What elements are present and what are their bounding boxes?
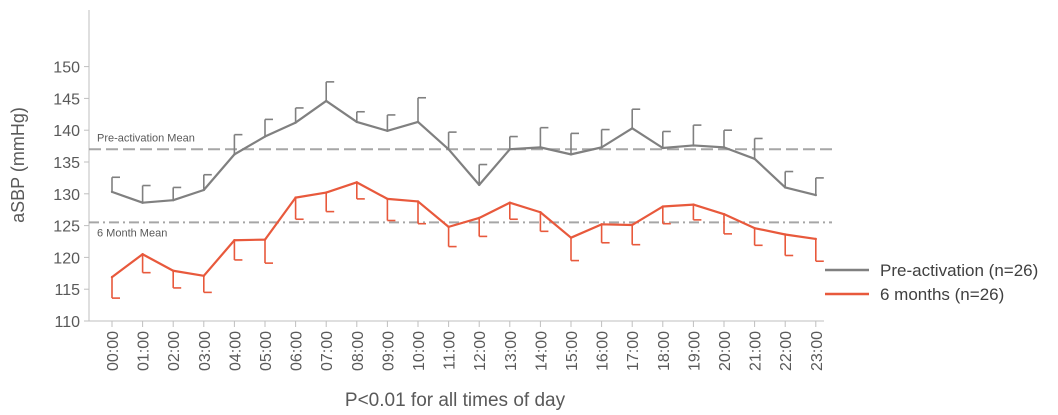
data-point-6-months xyxy=(539,211,542,214)
y-tick-label: 125 xyxy=(53,219,80,236)
data-point-6-months xyxy=(753,226,756,230)
data-point-6-months xyxy=(814,237,817,241)
data-point-6-months xyxy=(416,200,420,203)
y-axis-title: aSBP (mmHg) xyxy=(8,107,28,223)
data-point-6-months xyxy=(355,181,358,184)
data-point-pre-activation xyxy=(263,135,267,138)
data-point-pre-activation xyxy=(814,193,817,197)
y-tick-label: 110 xyxy=(54,314,80,331)
legend: Pre-activation (n=26) 6 months (n=26) xyxy=(825,261,1038,304)
x-tick-label: 04:00 xyxy=(227,331,244,371)
x-axis: 00:00 01:00 02:00 03:00 04:00 05:00 06:00 07:00… xyxy=(89,320,826,371)
x-tick-label: 21:00 xyxy=(748,331,765,371)
x-tick-label: 20:00 xyxy=(717,331,734,371)
series-line-pre-activation xyxy=(111,99,817,204)
y-axis: 110 115 120 125 130 135 140 145 150 xyxy=(53,10,90,331)
x-tick-label: 17:00 xyxy=(625,331,642,371)
data-point-pre-activation xyxy=(202,188,205,192)
legend-label-pre-activation: Pre-activation (n=26) xyxy=(880,261,1038,280)
data-point-6-months xyxy=(661,205,664,208)
x-tick-label: 02:00 xyxy=(166,331,183,371)
y-tick-label: 120 xyxy=(53,250,80,267)
x-tick-label: 12:00 xyxy=(472,331,489,371)
data-point-pre-activation xyxy=(447,148,450,151)
data-point-pre-activation xyxy=(569,153,573,156)
data-point-6-months xyxy=(141,253,144,256)
pre-activation-mean-label: Pre-activation Mean xyxy=(97,132,195,144)
data-point-pre-activation xyxy=(508,148,511,151)
x-tick-label: 16:00 xyxy=(595,331,612,371)
x-tick-label: 10:00 xyxy=(411,331,428,371)
x-tick-label: 01:00 xyxy=(136,331,153,371)
x-tick-label: 14:00 xyxy=(533,331,550,371)
data-point-pre-activation xyxy=(294,121,297,124)
series-pre-activation xyxy=(110,81,824,204)
data-point-pre-activation xyxy=(110,190,114,194)
x-tick-label: 03:00 xyxy=(197,331,214,371)
footnote: P<0.01 for all times of day xyxy=(345,390,566,411)
data-point-6-months xyxy=(110,275,114,279)
data-point-pre-activation xyxy=(692,144,695,147)
data-point-pre-activation xyxy=(416,120,420,124)
y-tick-label: 140 xyxy=(53,123,80,140)
data-point-6-months xyxy=(600,223,603,226)
data-point-6-months xyxy=(722,212,726,216)
data-point-pre-activation xyxy=(784,186,787,189)
six-month-mean-label: 6 Month Mean xyxy=(97,227,167,239)
data-point-pre-activation xyxy=(631,127,634,130)
x-tick-label: 00:00 xyxy=(105,331,122,371)
x-tick-label: 05:00 xyxy=(258,331,275,371)
y-tick-label: 150 xyxy=(53,60,80,77)
y-tick-label: 135 xyxy=(53,155,80,172)
data-point-6-months xyxy=(233,239,236,242)
data-point-pre-activation xyxy=(386,129,389,133)
x-tick-label: 06:00 xyxy=(289,331,306,371)
data-point-6-months xyxy=(294,196,297,199)
data-point-6-months xyxy=(508,201,511,204)
x-tick-label: 13:00 xyxy=(503,331,520,371)
series-line-6-months xyxy=(111,181,816,278)
data-point-pre-activation xyxy=(478,183,481,187)
data-point-6-months xyxy=(784,233,787,236)
data-point-6-months xyxy=(202,274,205,278)
series-6-months xyxy=(110,181,824,299)
data-point-6-months xyxy=(325,191,328,194)
data-point-6-months xyxy=(631,223,634,227)
data-point-6-months xyxy=(692,203,695,206)
y-tick-label: 145 xyxy=(53,91,80,108)
data-point-6-months xyxy=(386,197,389,201)
x-tick-label: 07:00 xyxy=(319,331,336,371)
data-point-6-months xyxy=(447,225,450,229)
y-tick-label: 130 xyxy=(53,187,80,204)
data-point-pre-activation xyxy=(753,157,756,161)
x-tick-label: 15:00 xyxy=(564,331,581,371)
data-point-pre-activation xyxy=(722,146,726,149)
data-point-pre-activation xyxy=(539,146,542,149)
x-tick-label: 23:00 xyxy=(809,331,826,371)
x-tick-label: 08:00 xyxy=(350,331,367,371)
x-tick-label: 18:00 xyxy=(656,331,673,371)
data-point-6-months xyxy=(569,236,573,239)
data-point-6-months xyxy=(263,238,267,241)
x-tick-label: 19:00 xyxy=(686,331,703,371)
legend-label-6-months: 6 months (n=26) xyxy=(880,285,1004,304)
data-point-6-months xyxy=(172,269,175,272)
data-point-pre-activation xyxy=(600,146,603,149)
data-point-pre-activation xyxy=(355,120,358,124)
data-point-pre-activation xyxy=(325,99,328,103)
data-point-pre-activation xyxy=(141,201,144,204)
x-tick-label: 11:00 xyxy=(442,331,459,370)
y-tick-label: 115 xyxy=(54,282,80,299)
data-point-6-months xyxy=(478,216,481,220)
data-point-pre-activation xyxy=(233,153,236,156)
data-point-pre-activation xyxy=(172,198,175,202)
data-point-pre-activation xyxy=(661,146,664,150)
x-tick-label: 22:00 xyxy=(778,331,795,371)
x-tick-label: 09:00 xyxy=(380,331,397,371)
